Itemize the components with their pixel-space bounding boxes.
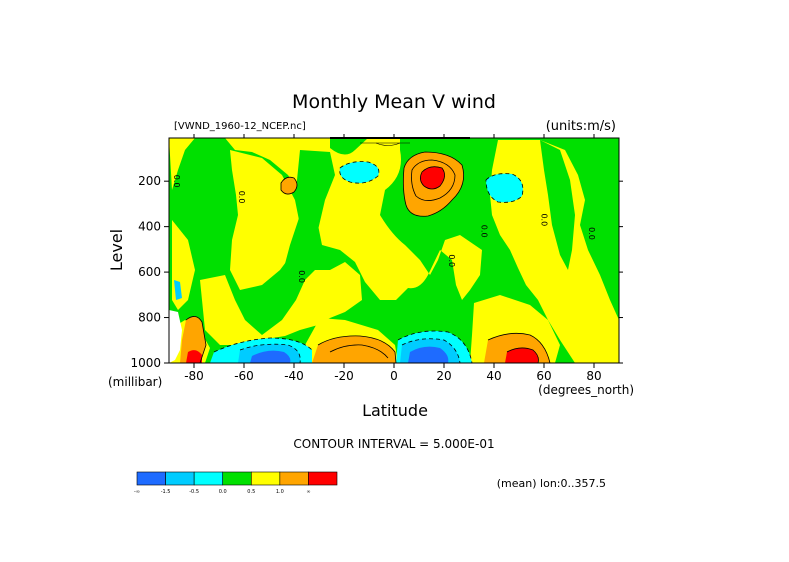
contour-label: 0.0: [587, 227, 596, 240]
x-axis: -80 -60 -40 -20 0 20 40 60 80: [184, 134, 602, 383]
fill-green-channel: [540, 140, 575, 270]
x-tick-label: 60: [536, 369, 551, 383]
y-units-label: (millibar): [108, 375, 162, 389]
fill-yellow-region: [200, 262, 362, 345]
contour-label: 0.0: [480, 225, 489, 238]
x-tick-label: 80: [586, 369, 601, 383]
contour-line: [317, 335, 397, 363]
fill-blue-region: [250, 350, 291, 363]
contour-lines: [185, 151, 551, 363]
contour-line-dashed: [401, 338, 461, 363]
contour-line: [185, 316, 207, 363]
fill-cyan-region: [339, 161, 379, 184]
y-axis-label: Level: [107, 229, 126, 271]
units-label: (units:m/s): [546, 119, 616, 134]
colorbar-swatch: [136, 471, 166, 486]
y-axis: 200 400 600 800 1000: [130, 174, 623, 370]
fill-lightblue-region: [174, 280, 182, 300]
fill-red-region: [186, 350, 202, 363]
x-tick-label: 0: [390, 369, 398, 383]
fill-red-region: [505, 347, 539, 363]
contour-label: 0.0: [540, 213, 549, 226]
fill-missing-region: [169, 310, 182, 363]
mean-text: (mean) lon:0..357.5: [497, 477, 606, 490]
zero-contour-lines: [360, 142, 410, 146]
contour-line-dashed: [239, 343, 301, 363]
fill-red-region: [420, 166, 445, 189]
colorbar-label: -∞: [134, 489, 140, 495]
contour-line-dashed: [213, 337, 313, 353]
y-tick-label: 600: [138, 265, 161, 279]
contour-labels: 0.0 0.0 0.0 0.0 0.0 0.0 0.0: [172, 175, 596, 283]
x-tick-label: -60: [234, 369, 254, 383]
contour-line: [487, 332, 551, 363]
contour-label: 0.0: [172, 175, 181, 188]
y-tick-label: 200: [138, 174, 161, 188]
contour-label: 0.0: [447, 254, 456, 267]
fill-cyan-region: [486, 173, 523, 203]
colorbar-swatch: [222, 471, 252, 486]
contour-line: [402, 151, 465, 217]
colorbar-label: 0.0: [219, 489, 227, 495]
fill-yellow-region: [225, 138, 482, 300]
colorbar: -∞ -1.5 -0.5 0.0 0.5 1.0 ∞: [134, 471, 338, 495]
colorbar-label: ∞: [306, 489, 310, 495]
colorbar-swatch: [193, 471, 224, 486]
colorbar-swatch: [250, 471, 281, 486]
contour-label: 0.0: [297, 270, 306, 283]
contour-line: [411, 159, 456, 201]
fill-orange-region: [312, 335, 396, 363]
plot-area: 0.0 0.0 0.0 0.0 0.0 0.0 0.0: [169, 138, 619, 363]
y-tick-label: 1000: [130, 356, 161, 370]
contour-line: [420, 166, 445, 190]
y-tick-label: 400: [138, 220, 161, 234]
contour-line-dashed: [397, 330, 473, 363]
dataset-label: [VWND_1960-12_NCEP.nc]: [174, 121, 306, 132]
x-tick-label: -40: [284, 369, 304, 383]
colorbar-label: -1.5: [161, 489, 171, 495]
contour-interval-text: CONTOUR INTERVAL = 5.000E-01: [293, 437, 494, 451]
x-tick-label: 40: [486, 369, 501, 383]
chart-title: Monthly Mean V wind: [292, 91, 496, 113]
fill-yellow-region: [169, 138, 195, 190]
colorbar-swatch: [279, 471, 309, 486]
contour-line-dashed: [339, 161, 380, 184]
dashed-contour-lines: [213, 161, 524, 363]
y-tick-label: 800: [138, 311, 161, 325]
fill-yellow-region: [490, 140, 619, 363]
colorbar-swatch: [308, 471, 338, 486]
fill-blue-region: [408, 346, 449, 363]
colorbar-swatch: [165, 471, 195, 486]
x-tick-label: 20: [436, 369, 451, 383]
fill-green-channel: [282, 150, 335, 275]
x-units-label: (degrees_north): [538, 383, 634, 397]
contour-line: [329, 344, 389, 359]
contour-line: [280, 176, 298, 195]
colorbar-label: 1.0: [276, 489, 284, 495]
contour-line-dashed: [485, 173, 524, 203]
x-axis-label: Latitude: [362, 401, 428, 420]
contour-line-zero: [375, 142, 401, 146]
fill-orange-region: [281, 177, 297, 195]
fill-orange-region: [180, 316, 206, 363]
contour-line: [506, 347, 539, 363]
x-tick-label: -20: [334, 369, 354, 383]
colorbar-label: -0.5: [189, 489, 199, 495]
colorbar-label: 0.5: [247, 489, 255, 495]
x-tick-label: -80: [184, 369, 204, 383]
contour-label: 0.0: [237, 191, 246, 204]
